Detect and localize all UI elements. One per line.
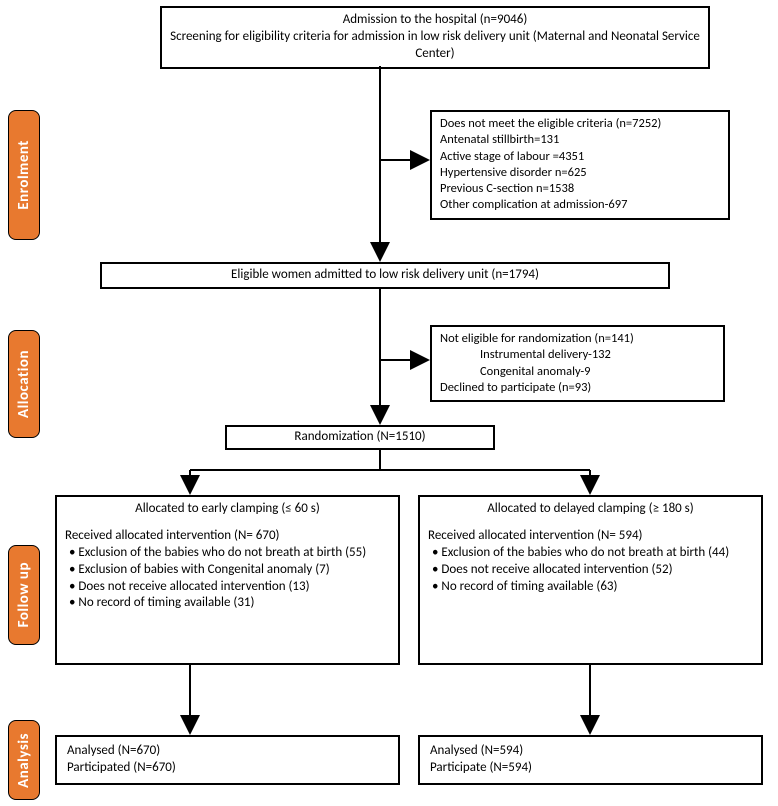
excl1-l1: Does not meet the eligible criteria (n=7… (440, 116, 720, 132)
box-analysis-early: Analysed (N=670) Participated (N=670) (55, 735, 400, 785)
armA-received: Received allocated intervention (N= 670) (65, 528, 390, 545)
phase-followup: Follow up (8, 545, 40, 645)
admission-line1: Admission to the hospital (n=9046) (170, 12, 700, 29)
excl2-l3: Congenital anomaly-9 (440, 364, 715, 380)
box-exclusion-enrolment: Does not meet the eligible criteria (n=7… (430, 110, 730, 220)
phase-followup-label: Follow up (15, 562, 33, 627)
excl2-l2: Instrumental delivery-132 (440, 347, 715, 363)
phase-analysis-label: Analysis (15, 733, 33, 788)
analyseB-l2: Participate (N=594) (430, 760, 751, 777)
armB-b3: No record of timing available (63) (428, 579, 753, 596)
excl1-l5: Previous C-section n=1538 (440, 181, 720, 197)
excl1-l3: Active stage of labour =4351 (440, 149, 720, 165)
eligible-text: Eligible women admitted to low risk deli… (231, 267, 539, 282)
armA-b1: Exclusion of the babies who do not breat… (65, 545, 390, 562)
phase-allocation-label: Allocation (15, 350, 33, 418)
armB-b2: Does not receive allocated intervention … (428, 562, 753, 579)
admission-line2: Screening for eligibility criteria for a… (170, 29, 700, 63)
excl1-l2: Antenatal stillbirth=131 (440, 132, 720, 148)
analyseA-l1: Analysed (N=670) (67, 743, 388, 760)
box-exclusion-allocation: Not eligible for randomization (n=141) I… (430, 325, 725, 402)
box-admission: Admission to the hospital (n=9046) Scree… (160, 6, 710, 69)
box-randomization: Randomization (N=1510) (225, 425, 495, 450)
phase-enrolment-label: Enrolment (15, 140, 33, 210)
excl1-l4: Hypertensive disorder n=625 (440, 165, 720, 181)
armA-b2: Exclusion of babies with Congenital anom… (65, 562, 390, 579)
box-eligible: Eligible women admitted to low risk deli… (100, 262, 670, 289)
analyseB-l1: Analysed (N=594) (430, 743, 751, 760)
armA-b4: No record of timing available (31) (65, 595, 390, 612)
box-analysis-delayed: Analysed (N=594) Participate (N=594) (418, 735, 763, 785)
random-text: Randomization (N=1510) (294, 429, 425, 444)
phase-allocation: Allocation (8, 330, 40, 438)
excl1-l6: Other complication at admission-697 (440, 197, 720, 213)
armB-received: Received allocated intervention (N= 594) (428, 528, 753, 545)
armA-b3: Does not receive allocated intervention … (65, 579, 390, 596)
phase-enrolment: Enrolment (8, 110, 40, 240)
armA-title: Allocated to early clamping (≤ 60 s) (65, 501, 390, 518)
armB-b1: Exclusion of the babies who do not breat… (428, 545, 753, 562)
excl2-l1: Not eligible for randomization (n=141) (440, 331, 715, 347)
analyseA-l2: Participated (N=670) (67, 760, 388, 777)
excl2-l4: Declined to participate (n=93) (440, 380, 715, 396)
phase-analysis: Analysis (8, 720, 40, 800)
box-arm-early: Allocated to early clamping (≤ 60 s) Rec… (55, 495, 400, 665)
box-arm-delayed: Allocated to delayed clamping (≥ 180 s) … (418, 495, 763, 665)
armB-title: Allocated to delayed clamping (≥ 180 s) (428, 501, 753, 518)
